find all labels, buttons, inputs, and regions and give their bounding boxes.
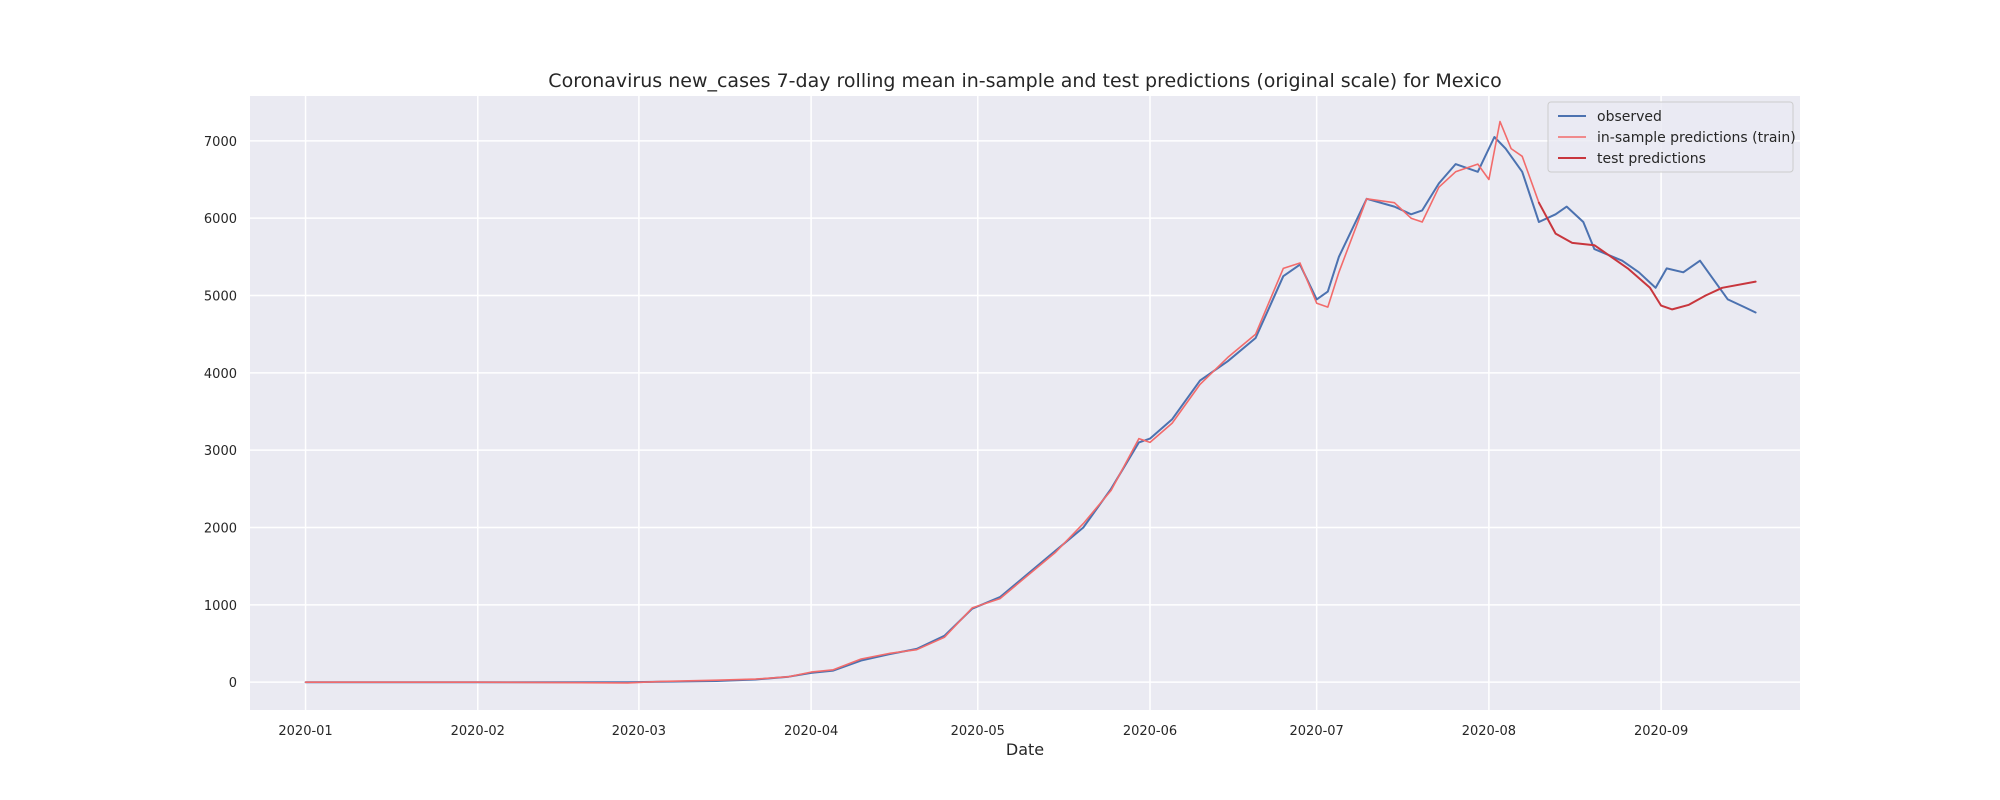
x-tick-label: 2020-05 [951,724,1005,739]
x-tick-label: 2020-03 [612,724,666,739]
legend: observed in-sample predictions (train) t… [1547,101,1796,173]
y-tick-label: 7000 [204,135,237,150]
y-tick-label: 4000 [204,367,237,382]
legend-frame [1547,101,1794,173]
y-tick-label: 6000 [204,212,237,227]
series-line-in-sample [304,120,1540,684]
x-tick-label: 2020-01 [278,724,332,739]
x-tick-label: 2020-08 [1462,724,1516,739]
y-tick-label: 3000 [204,444,237,459]
legend-label-observed: observed [1597,109,1662,125]
x-tick-labels: 2020-01 2020-02 2020-03 2020-04 2020-05 2020-… [278,724,1688,739]
x-tick-label: 2020-06 [1123,724,1177,739]
series-lines [304,120,1757,684]
x-tick-label: 2020-02 [451,724,505,739]
y-tick-label: 0 [229,676,237,691]
y-tick-label: 5000 [204,290,237,305]
legend-label-test: test predictions [1597,151,1706,167]
legend-label-in-sample: in-sample predictions (train) [1597,130,1796,146]
series-line-test [1537,201,1757,311]
y-tick-label: 1000 [204,599,237,614]
y-tick-label: 2000 [204,522,237,537]
x-axis-label: Date [1006,740,1044,759]
x-tick-label: 2020-07 [1290,724,1344,739]
y-tick-labels: 0 1000 2000 3000 4000 5000 6000 7000 [204,135,237,691]
x-tick-label: 2020-09 [1634,724,1688,739]
plot-area [250,96,1800,710]
series-line-observed [304,136,1757,684]
chart-title: Coronavirus new_cases 7-day rolling mean… [548,70,1501,92]
x-tick-label: 2020-04 [784,724,838,739]
x-gridlines [304,96,1662,710]
